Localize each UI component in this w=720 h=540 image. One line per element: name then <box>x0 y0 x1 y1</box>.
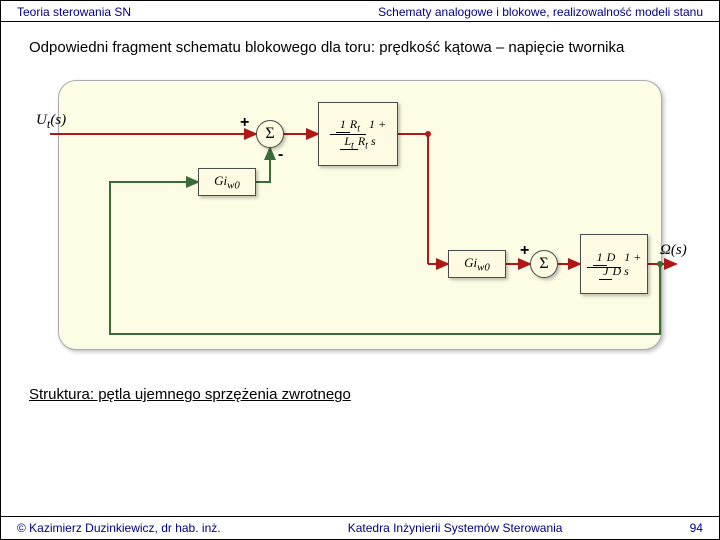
gain1-block: Giw0 <box>198 168 256 196</box>
sum2-plus: + <box>520 242 529 260</box>
page-header: Teoria sterowania SN Schematy analogowe … <box>1 1 719 22</box>
sum1-minus: - <box>278 146 283 164</box>
tf2-block: 1D 1 + JD s <box>580 234 648 294</box>
footer-left: © Kazimierz Duzinkiewicz, dr hab. inż. <box>17 521 221 535</box>
tf1-block: 1Rt 1 + LtRt s <box>318 102 398 166</box>
sum2-symbol: Σ <box>539 255 548 273</box>
sum1-plus: + <box>240 114 249 132</box>
footer-center: Katedra Inżynierii Systemów Sterowania <box>348 521 563 535</box>
subtitle: Struktura: pętla ujemnego sprzężenia zwr… <box>1 374 719 403</box>
sum1-symbol: Σ <box>265 125 274 143</box>
page-title: Odpowiedni fragment schematu blokowego d… <box>1 22 719 68</box>
header-right: Schematy analogowe i blokowe, realizowal… <box>378 5 703 19</box>
block-diagram: Ut(s) + Σ - 1Rt 1 + LtRt s Giw0 Giw0 + Σ… <box>40 74 680 374</box>
gain2-block: Giw0 <box>448 250 506 278</box>
page-number: 94 <box>690 521 703 535</box>
output-label: Ω(s) <box>660 242 687 259</box>
header-left: Teoria sterowania SN <box>17 5 131 19</box>
input-label: Ut(s) <box>36 112 66 132</box>
page-footer: © Kazimierz Duzinkiewicz, dr hab. inż. K… <box>1 516 719 539</box>
